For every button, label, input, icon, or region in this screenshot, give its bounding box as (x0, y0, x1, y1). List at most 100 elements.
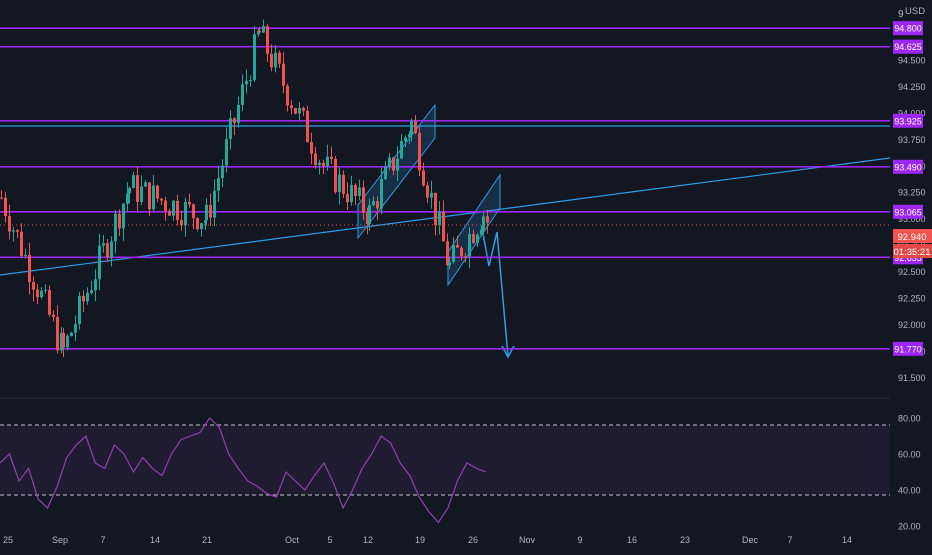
rsi-line (0, 417, 487, 524)
candle-body (326, 156, 329, 167)
candle-body (446, 241, 449, 266)
candle-body (468, 234, 471, 257)
candle-body (32, 282, 35, 290)
candle-body (368, 205, 371, 225)
candle-body (78, 295, 81, 325)
candle-body (48, 289, 51, 315)
candle-body (196, 218, 199, 230)
time-tick-label: 19 (415, 535, 425, 545)
candle-body (192, 204, 195, 219)
candle-body (414, 121, 417, 134)
price-tick-label: 93.750 (898, 135, 926, 145)
candle-body (66, 335, 69, 348)
candle-body (270, 53, 273, 68)
candle-body (172, 200, 175, 216)
candle-body (376, 201, 379, 209)
candle-body (180, 219, 183, 226)
price-tick-label: 92.500 (898, 267, 926, 277)
price-tick-label: 93.250 (898, 188, 926, 198)
candle-body (44, 289, 47, 291)
price-tick-label: 94.250 (898, 82, 926, 92)
candle-body (36, 289, 39, 298)
candle-body (114, 213, 117, 242)
candle-body (442, 211, 445, 242)
candle-body (98, 245, 101, 280)
time-tick-label: 7 (100, 535, 105, 545)
candle-body (221, 165, 224, 179)
candle-body (160, 198, 163, 201)
candle-body (233, 118, 236, 123)
time-tick-label: 12 (363, 535, 373, 545)
candle-body (274, 52, 277, 68)
candle-body (350, 184, 353, 203)
candle-body (366, 212, 369, 225)
candle-body (168, 210, 171, 216)
candle-body (480, 229, 483, 235)
candle-body (380, 179, 383, 209)
time-tick-label: Nov (519, 535, 536, 545)
candle-body (136, 175, 139, 202)
candle-body (204, 220, 207, 224)
rsi-axis[interactable]: 80.00 60.00 40.00 20.00 (898, 414, 921, 532)
candle-body (144, 182, 147, 187)
candle-body (362, 187, 365, 213)
candle-body (310, 142, 313, 154)
candle-body (94, 279, 97, 291)
candle-body (12, 230, 15, 232)
candle-body (258, 30, 261, 33)
level-tag-label: 93.925 (894, 116, 922, 126)
candle-body (306, 110, 309, 143)
candle-body (418, 133, 421, 171)
level-tag (893, 113, 923, 128)
rsi-tick-label: 80.00 (898, 414, 921, 424)
time-tick-label: Sep (52, 535, 68, 545)
candle-body (482, 216, 485, 230)
candle-body (152, 185, 155, 210)
time-tick-label: 14 (842, 535, 852, 545)
candle-body (148, 182, 151, 210)
candle-body (422, 170, 425, 186)
time-tick-label: 23 (680, 535, 690, 545)
candle-body (176, 200, 179, 220)
candle-body (70, 332, 73, 336)
candle-body (456, 244, 459, 248)
countdown-label: 01:35:21 (894, 247, 931, 258)
level-tag-label: 94.625 (894, 42, 922, 52)
rsi-tick-label: 20.00 (898, 522, 921, 532)
time-tick-label: 21 (202, 535, 212, 545)
current-price-label: 92.940 (897, 232, 926, 243)
candle-body (434, 192, 437, 225)
candle-body (40, 290, 43, 298)
level-tag-label: 91.770 (894, 344, 922, 354)
time-tick-label: 14 (150, 535, 160, 545)
candle-body (464, 256, 467, 258)
candle-body (253, 34, 256, 81)
current-price-tag (893, 229, 932, 243)
candle-body (346, 194, 349, 203)
candle-body (460, 247, 463, 257)
candle-body (262, 26, 265, 33)
candle-body (82, 295, 85, 302)
level-tag-label: 93.490 (894, 162, 922, 172)
candle-body (334, 158, 337, 193)
time-tick-label: 7 (787, 535, 792, 545)
candle-body (217, 178, 220, 191)
candle-body (90, 290, 93, 293)
time-tick-label: Oct (285, 535, 300, 545)
candle-body (209, 204, 212, 218)
time-axis[interactable]: 25 Sep 7 14 21 Oct 5 12 19 26 Nov 9 16 23 Dec 7 14 (3, 535, 852, 545)
price-tick-label: 94.000 (898, 108, 926, 118)
candle-body (388, 157, 391, 167)
candle-body (140, 186, 143, 202)
candle-body (372, 201, 375, 206)
candle-body (408, 134, 411, 138)
level-price-tags: 94.80094.62593.92593.49093.06592.63591.7… (893, 21, 923, 356)
candle-body (28, 254, 31, 283)
candle-body (404, 137, 407, 141)
level-tag (893, 39, 923, 54)
candle-body (225, 139, 228, 166)
candle-body (400, 140, 403, 159)
candle-body (358, 187, 361, 196)
